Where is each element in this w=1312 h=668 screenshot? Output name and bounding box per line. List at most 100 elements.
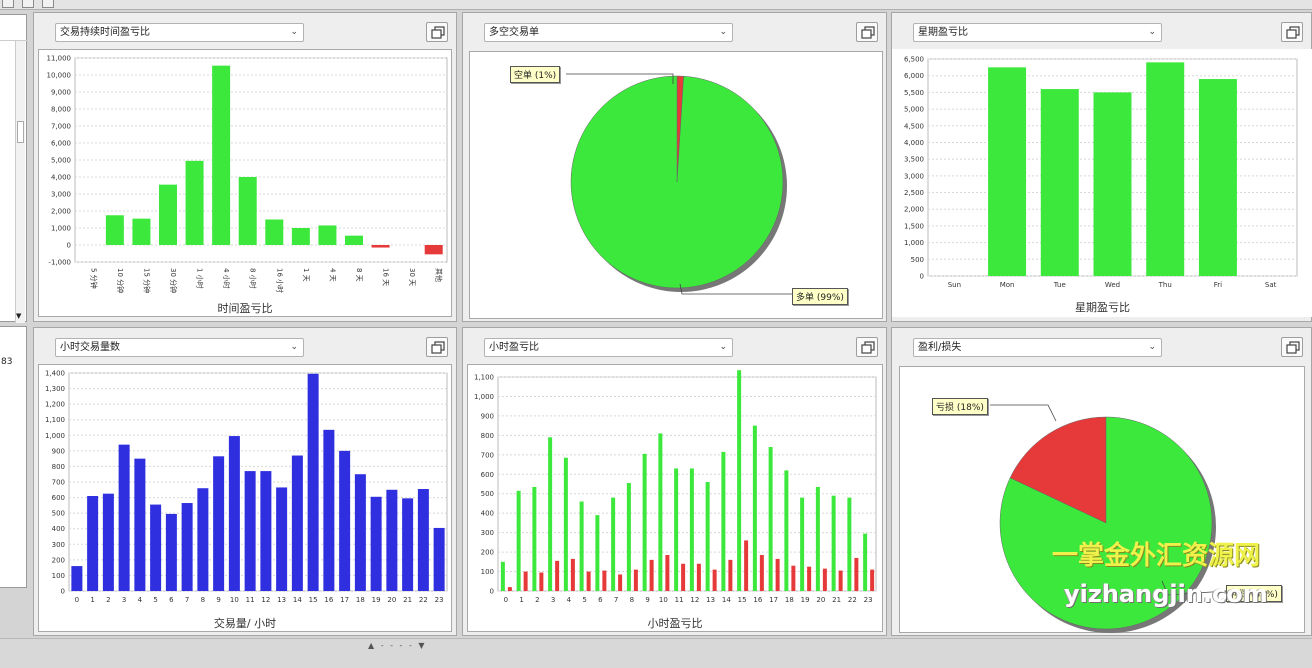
bar (212, 65, 231, 246)
chart-selector-dropdown[interactable]: 星期盈亏比 ⌄ (913, 23, 1162, 42)
chart-selector-dropdown[interactable]: 小时交易量数 ⌄ (55, 338, 304, 357)
y-tick-label: 1,100 (474, 374, 494, 382)
duration-bar-chart: -1,000 0 1,000 2,000 3,000 4,000 5,000 6,000 7,0… (47, 55, 448, 293)
bar (165, 513, 177, 591)
toolbar-button[interactable] (2, 0, 14, 8)
bar (433, 527, 445, 591)
y-tick-label: 0 (67, 242, 71, 250)
y-tick-label: 300 (52, 541, 65, 549)
x-tick-label: 2 (535, 596, 539, 604)
bar (870, 569, 875, 591)
panel-splitter-handle[interactable]: ▲ - - - - ▼ (368, 641, 427, 650)
y-tick-label: 7,000 (51, 123, 71, 131)
bar (532, 486, 537, 591)
chart-caption: 小时盈亏比 (647, 617, 703, 630)
x-tick-label: 12 (690, 596, 699, 604)
bar (759, 555, 764, 591)
y-tick-label: 2,000 (51, 208, 71, 216)
x-tick-label: 10 (659, 596, 668, 604)
x-tick-label: 17 (340, 596, 349, 604)
y-tick-label: 1,300 (45, 385, 65, 393)
x-tick-label: 11 (246, 596, 255, 604)
maximize-button[interactable] (856, 22, 878, 42)
bar (768, 447, 773, 591)
bar (417, 489, 429, 591)
maximize-button[interactable] (426, 22, 448, 42)
x-tick-label: 1 小时 (196, 268, 205, 289)
bar (744, 540, 749, 591)
y-tick-label: 500 (911, 256, 924, 264)
x-tick-label: 6 (598, 596, 603, 604)
x-tick-label: Wed (1105, 281, 1120, 289)
restore-icon (861, 26, 875, 39)
x-tick-label: 7 (614, 596, 618, 604)
y-tick-label: -1,000 (48, 259, 71, 267)
x-tick-label: 9 (645, 596, 649, 604)
chart-selector-dropdown[interactable]: 盈利/损失 ⌄ (913, 338, 1162, 357)
y-tick-label: 5,500 (904, 89, 924, 97)
chevron-down-icon: ⌄ (290, 342, 298, 352)
bar (291, 455, 303, 591)
bar (1040, 89, 1079, 276)
x-tick-label: 22 (419, 596, 428, 604)
chart-selector-dropdown[interactable]: 交易持续时间盈亏比 ⌄ (55, 23, 304, 42)
chart-area: 空单 (1%) 多单 (99%) (469, 51, 883, 319)
x-tick-label: 23 (435, 596, 444, 604)
x-tick-label: 8 (630, 596, 634, 604)
left-scrollbar[interactable]: ▼ (15, 41, 25, 323)
x-tick-label: 15 (738, 596, 747, 604)
x-tick-label: 18 (785, 596, 794, 604)
bar (658, 433, 663, 591)
y-tick-label: 1,000 (51, 225, 71, 233)
bar (847, 497, 852, 591)
chart-selector-dropdown[interactable]: 多空交易单 ⌄ (484, 23, 733, 42)
toolbar-button[interactable] (22, 0, 34, 8)
maximize-button[interactable] (426, 337, 448, 357)
chart-selector-dropdown[interactable]: 小时盈亏比 ⌄ (484, 338, 733, 357)
chart-caption: 星期盈亏比 (1075, 301, 1130, 314)
panel-profit-loss: 盈利/损失 ⌄ 亏损 (18%) 利润 (82%) (891, 327, 1312, 636)
weekday-bar-chart: 0 500 1,000 1,500 2,000 2,500 3,000 3,500 4,000 4… (904, 56, 1298, 289)
x-tick-label: 4 (138, 596, 143, 604)
bar (354, 474, 366, 591)
maximize-button[interactable] (1281, 337, 1303, 357)
bar (402, 498, 414, 591)
bar (134, 458, 146, 591)
bar (102, 493, 114, 591)
x-tick-label: 1 (90, 596, 94, 604)
x-tick-label: 22 (848, 596, 857, 604)
x-tick-label: 13 (277, 596, 286, 604)
chart-caption: 时间盈亏比 (217, 302, 273, 315)
x-tick-label: 4 天 (328, 268, 336, 282)
x-tick-label: 1 天 (302, 268, 310, 282)
bar (276, 487, 288, 591)
pie-callout-loss: 亏损 (18%) (932, 398, 988, 415)
bar (197, 488, 209, 591)
x-tick-label: 9 (216, 596, 220, 604)
y-tick-label: 5,000 (904, 106, 924, 114)
y-tick-label: 0 (920, 273, 924, 281)
y-tick-label: 700 (52, 479, 65, 487)
y-tick-label: 2,000 (904, 206, 924, 214)
y-tick-label: 700 (481, 451, 494, 459)
bar (815, 486, 820, 591)
x-tick-label: 20 (387, 596, 396, 604)
bar (507, 587, 512, 591)
left-side-panel-bottom: 83 (0, 326, 27, 588)
x-tick-label: 19 (801, 596, 810, 604)
maximize-button[interactable] (1281, 22, 1303, 42)
toolbar-button[interactable] (42, 0, 54, 8)
bar (539, 572, 544, 591)
y-tick-label: 800 (52, 463, 65, 471)
bar (516, 490, 521, 591)
dropdown-value: 交易持续时间盈亏比 (60, 27, 150, 38)
y-tick-label: 0 (61, 588, 65, 596)
hourly-profit-bar-chart: 0 100 200 300 400 500 600 700 800 900 1,000 1,100 0 1… (474, 370, 877, 604)
bar (228, 436, 240, 591)
bar (555, 560, 560, 591)
maximize-button[interactable] (856, 337, 878, 357)
bar (159, 184, 177, 245)
watermark-title: 一掌金外汇资源网 (1052, 541, 1261, 571)
bar (371, 245, 390, 248)
bar (238, 177, 257, 245)
